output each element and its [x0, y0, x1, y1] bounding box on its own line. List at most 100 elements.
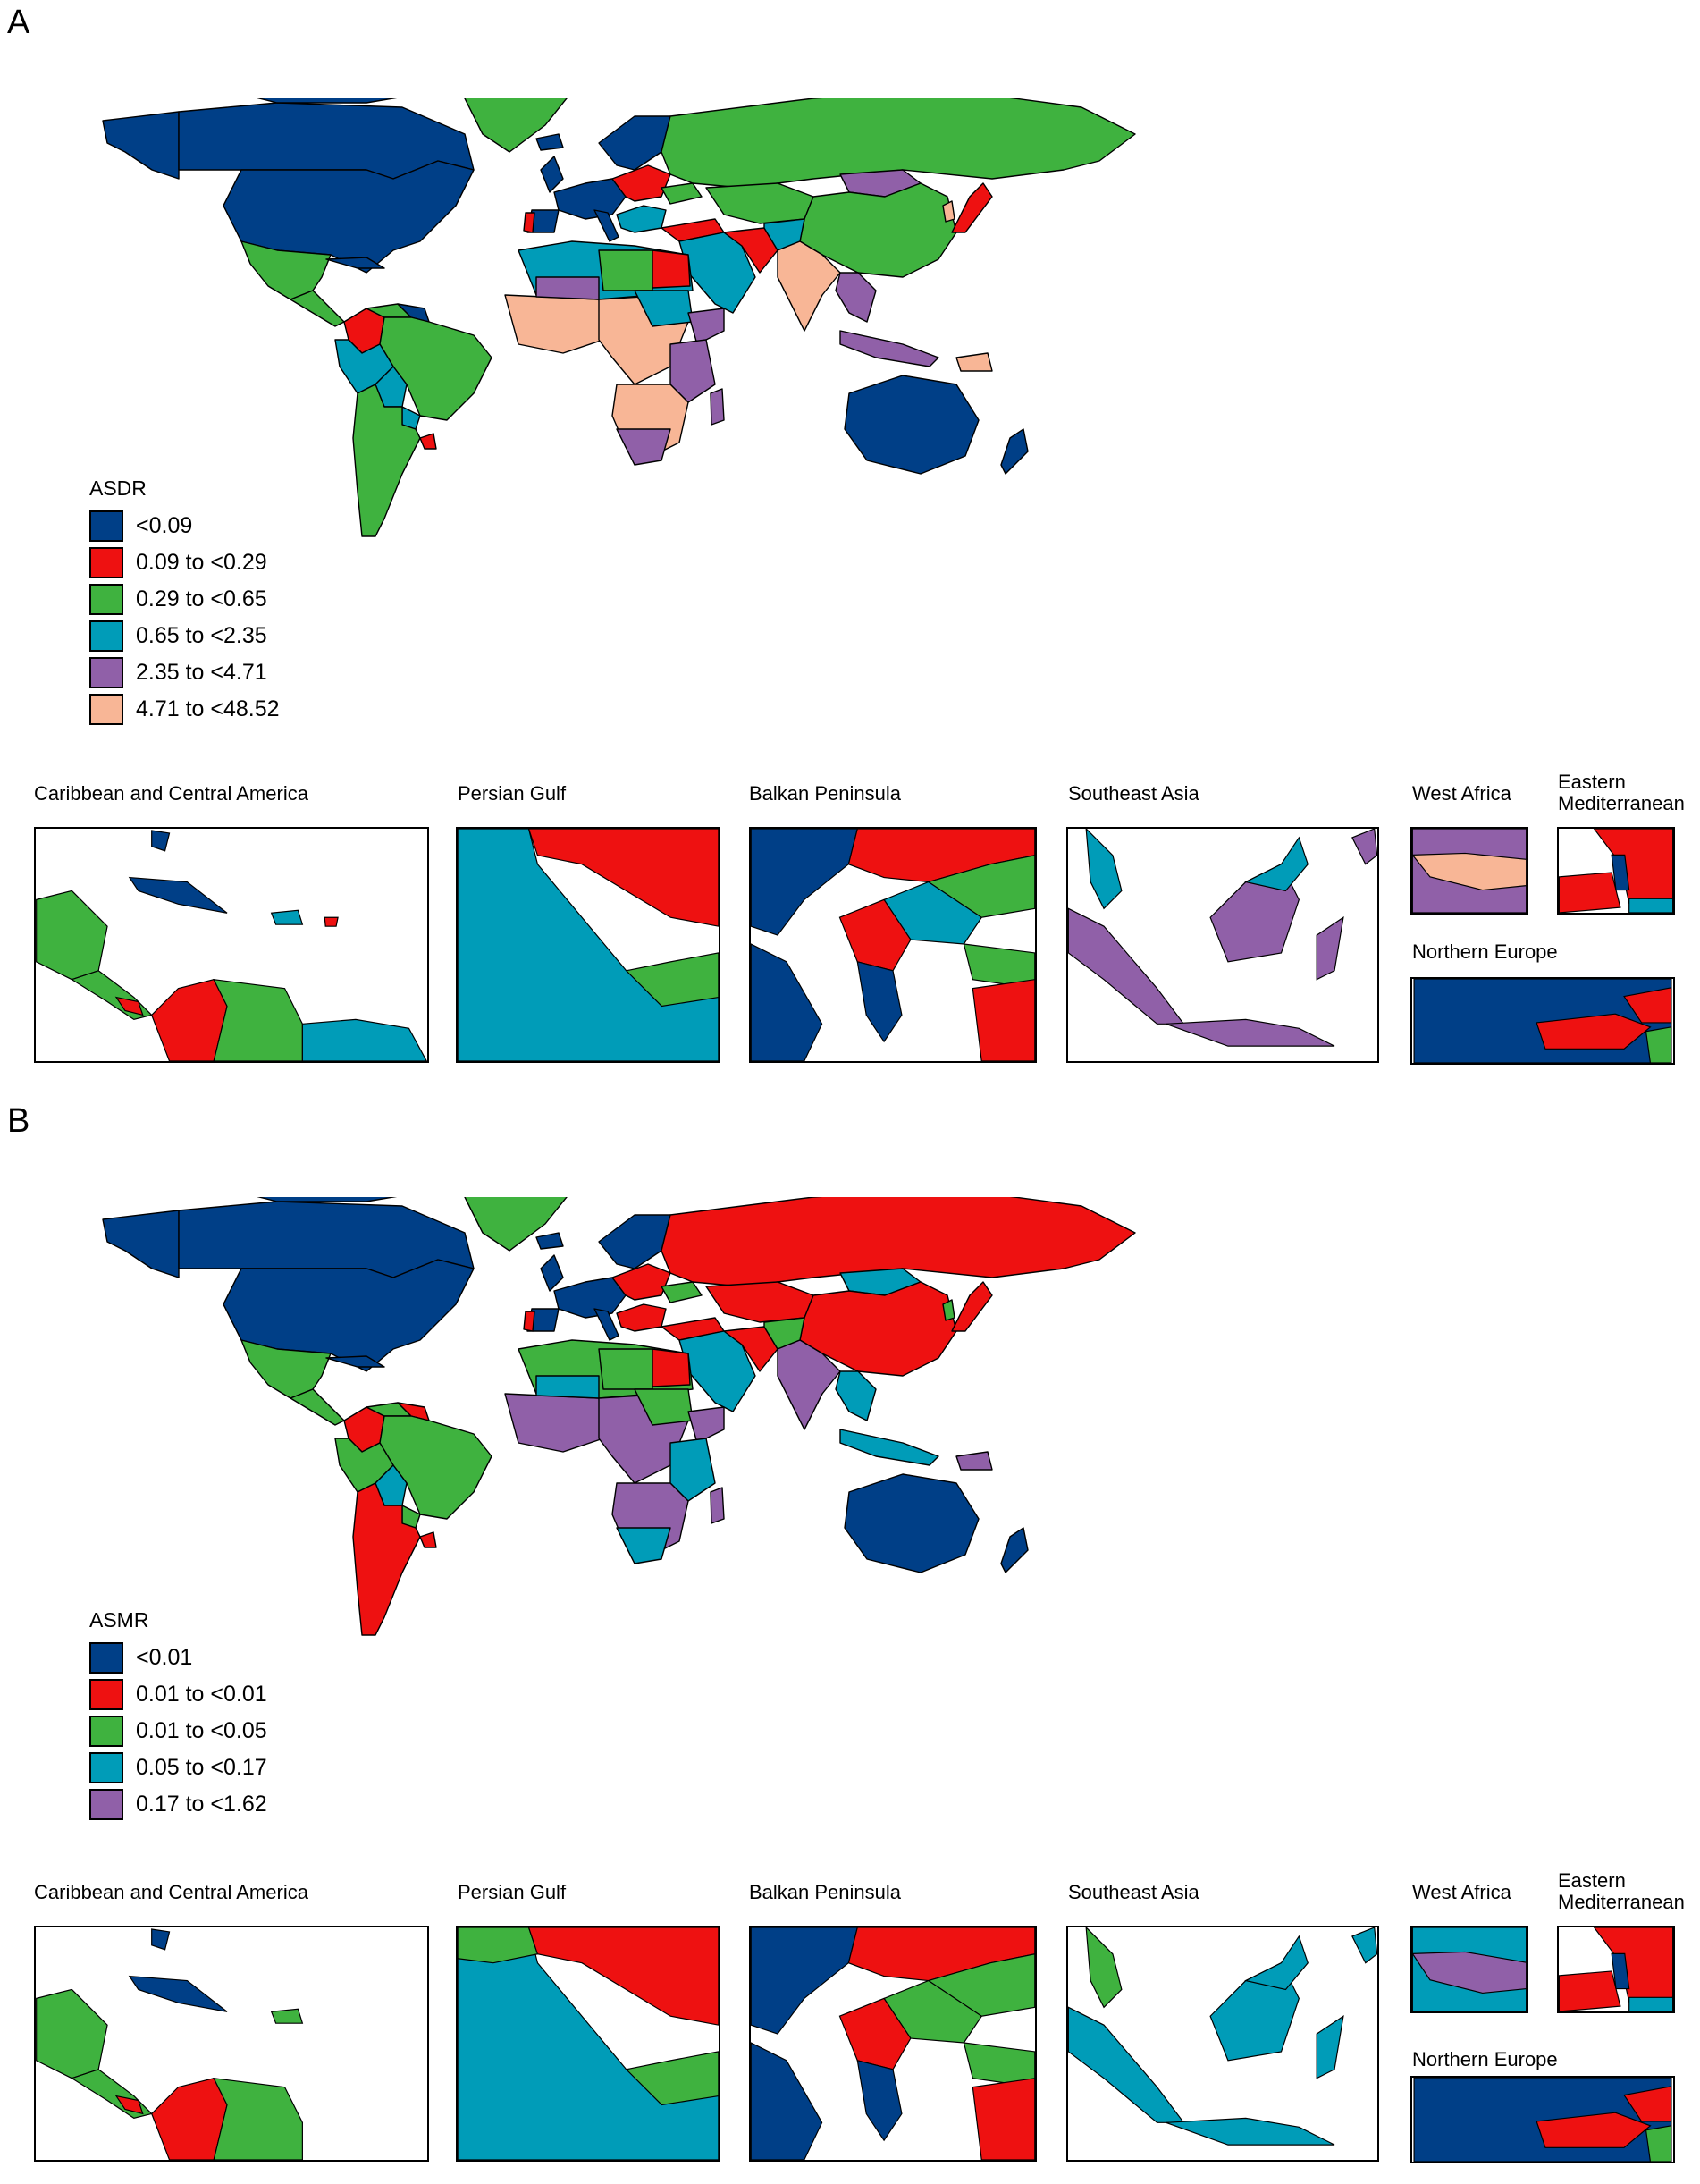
- region-southeast-asia: [835, 272, 877, 323]
- inset-eastern-med: [1557, 1926, 1675, 2013]
- legend-label: 0.05 to <0.17: [136, 1755, 267, 1780]
- region-new-zealand: [1000, 428, 1029, 475]
- inset-map: [1068, 829, 1377, 1047]
- region-west-africa: [504, 1393, 604, 1453]
- inset-map: [458, 829, 719, 1061]
- region-canada-islands: [257, 1197, 398, 1202]
- legend-title: ASMR: [89, 1608, 149, 1632]
- region-east-africa: [669, 1438, 716, 1502]
- region-russia: [661, 98, 1136, 189]
- inset-title-west-africa: West Africa: [1412, 1881, 1511, 1903]
- legend-label: <0.09: [136, 513, 193, 538]
- region-kazakhstan: [705, 182, 814, 224]
- region-iceland: [535, 1232, 564, 1250]
- region-balkans: [616, 205, 667, 233]
- region-uk: [540, 156, 564, 193]
- region-horn: [687, 308, 725, 345]
- legend: ASMR <0.01 0.01 to <0.01 0.01 to <0.05 0…: [89, 1608, 267, 1823]
- inset-map: [1413, 2078, 1672, 2162]
- legend-label: 4.71 to <48.52: [136, 696, 280, 721]
- region-sahel: [535, 1375, 600, 1399]
- region-india: [777, 1339, 841, 1430]
- inset-title-persian-gulf: Persian Gulf: [458, 1881, 567, 1903]
- region-iran: [723, 227, 778, 274]
- legend-item: 2.35 to <4.71: [89, 654, 280, 691]
- panel-letter: B: [7, 1102, 30, 1140]
- inset-title-balkan: Balkan Peninsula: [749, 782, 902, 805]
- region-scandinavia: [598, 115, 671, 171]
- region-canada-islands: [257, 98, 398, 104]
- region-uk: [540, 1254, 564, 1292]
- inset-title-line: Eastern: [1558, 1869, 1626, 1892]
- region-korea: [942, 1299, 955, 1321]
- region-india: [777, 240, 841, 332]
- region-west-africa: [504, 294, 604, 354]
- region-russia: [661, 1197, 1136, 1287]
- region-western-europe: [553, 178, 627, 220]
- region-png: [955, 1451, 993, 1471]
- inset-balkan: [749, 1926, 1037, 2162]
- region-korea: [942, 200, 955, 223]
- inset-southeast-asia: [1066, 1926, 1379, 2162]
- region-japan: [951, 1281, 993, 1332]
- region-japan: [951, 182, 993, 233]
- legend-label: 2.35 to <4.71: [136, 660, 267, 685]
- region-iceland: [535, 133, 564, 151]
- inset-title-balkan: Balkan Peninsula: [749, 1881, 902, 1903]
- inset-map: [1412, 829, 1527, 913]
- region-scandinavia: [598, 1214, 671, 1269]
- region-uruguay: [419, 1531, 437, 1548]
- inset-persian-gulf: [456, 1926, 720, 2162]
- region-libya: [598, 249, 653, 291]
- inset-balkan: [749, 827, 1037, 1063]
- region-kazakhstan: [705, 1281, 814, 1323]
- region-central-america: [290, 1388, 345, 1426]
- inset-caribbean: [34, 827, 429, 1063]
- legend-swatch: [89, 620, 123, 652]
- legend-item: 0.17 to <1.62: [89, 1786, 267, 1823]
- region-alaska: [102, 111, 180, 180]
- region-balkans: [616, 1303, 667, 1332]
- inset-west-africa: [1410, 827, 1528, 915]
- inset-title-caribbean: Caribbean and Central America: [34, 782, 308, 805]
- inset-title-southeast-asia: Southeast Asia: [1068, 782, 1199, 805]
- legend-swatch: [89, 1752, 123, 1783]
- inset-map: [1412, 1927, 1527, 2011]
- inset-title-line: Mediterranean: [1558, 792, 1685, 814]
- region-eastern-europe: [611, 164, 671, 202]
- region-greenland: [464, 1197, 568, 1252]
- legend-item: 0.01 to <0.01: [89, 1676, 267, 1713]
- region-ukraine: [661, 182, 703, 205]
- legend-item: 0.29 to <0.65: [89, 581, 280, 618]
- region-cuba: [325, 257, 385, 269]
- inset-caribbean: [34, 1926, 429, 2162]
- inset-eastern-med: [1557, 827, 1675, 915]
- region-png: [955, 352, 993, 372]
- legend-title: ASDR: [89, 476, 147, 500]
- legend-swatch: [89, 547, 123, 578]
- region-italy: [593, 209, 619, 242]
- region-portugal: [523, 212, 535, 233]
- panel-letter: A: [7, 4, 30, 41]
- inset-map: [1559, 829, 1673, 913]
- region-greenland: [464, 98, 568, 153]
- region-cuba: [325, 1355, 385, 1368]
- legend-swatch: [89, 510, 123, 542]
- region-egypt: [652, 1348, 691, 1387]
- legend-item: 0.09 to <0.29: [89, 544, 280, 581]
- legend-item: 0.65 to <2.35: [89, 618, 280, 654]
- region-east-africa: [669, 339, 716, 403]
- region-south-africa: [616, 1527, 671, 1564]
- legend-label: 0.09 to <0.29: [136, 550, 267, 575]
- legend-item: 0.01 to <0.05: [89, 1713, 267, 1750]
- panel-b: B: [0, 1099, 1700, 2184]
- legend-item: <0.09: [89, 508, 280, 544]
- region-madagascar: [710, 1487, 725, 1524]
- region-horn: [687, 1406, 725, 1444]
- region-madagascar: [710, 388, 725, 426]
- inset-title-caribbean: Caribbean and Central America: [34, 1881, 308, 1903]
- region-south-africa: [616, 428, 671, 466]
- legend-swatch: [89, 584, 123, 615]
- inset-west-africa: [1410, 1926, 1528, 2013]
- inset-map: [751, 829, 1035, 1061]
